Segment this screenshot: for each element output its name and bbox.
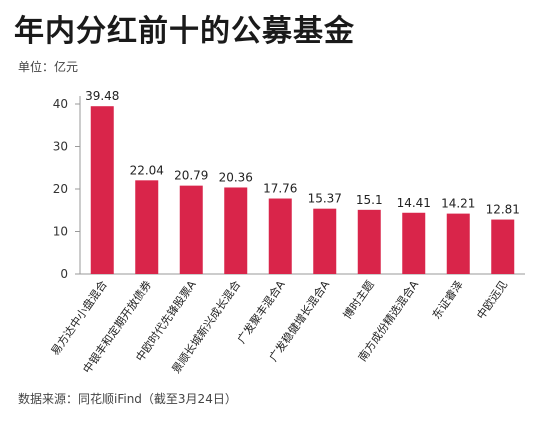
data-label: 15.37 xyxy=(308,192,342,206)
bar xyxy=(313,208,337,274)
data-label: 17.76 xyxy=(263,182,297,196)
data-label: 14.41 xyxy=(397,196,431,210)
data-label: 14.21 xyxy=(441,197,475,211)
category-label: 博时主题 xyxy=(341,278,377,321)
data-label: 20.36 xyxy=(219,170,253,184)
chart-title: 年内分红前十的公募基金 xyxy=(14,14,355,49)
y-tick-label: 30 xyxy=(53,140,68,154)
bar xyxy=(90,106,114,275)
data-label: 12.81 xyxy=(486,203,520,217)
bar xyxy=(446,213,470,274)
bar xyxy=(135,180,159,274)
bar xyxy=(402,212,426,274)
bar xyxy=(179,185,203,274)
data-label: 39.48 xyxy=(85,89,119,103)
y-tick-label: 40 xyxy=(53,97,68,111)
bar xyxy=(268,198,292,274)
data-source-note: 数据来源：同花顺iFind（截至3月24日） xyxy=(18,392,237,406)
unit-label: 单位：亿元 xyxy=(18,60,79,74)
bar xyxy=(357,209,381,274)
category-label: 广发聚丰混合A xyxy=(234,277,288,346)
data-label: 15.1 xyxy=(356,193,383,207)
bar xyxy=(224,187,248,274)
y-tick-label: 20 xyxy=(53,182,68,196)
y-tick-label: 10 xyxy=(53,225,68,239)
data-label: 22.04 xyxy=(130,163,164,177)
data-label: 20.79 xyxy=(174,169,208,183)
y-tick-label: 0 xyxy=(60,267,68,281)
bar xyxy=(491,219,515,274)
category-label: 中欧远见 xyxy=(474,278,510,321)
category-label: 东证睿泽 xyxy=(429,278,466,322)
